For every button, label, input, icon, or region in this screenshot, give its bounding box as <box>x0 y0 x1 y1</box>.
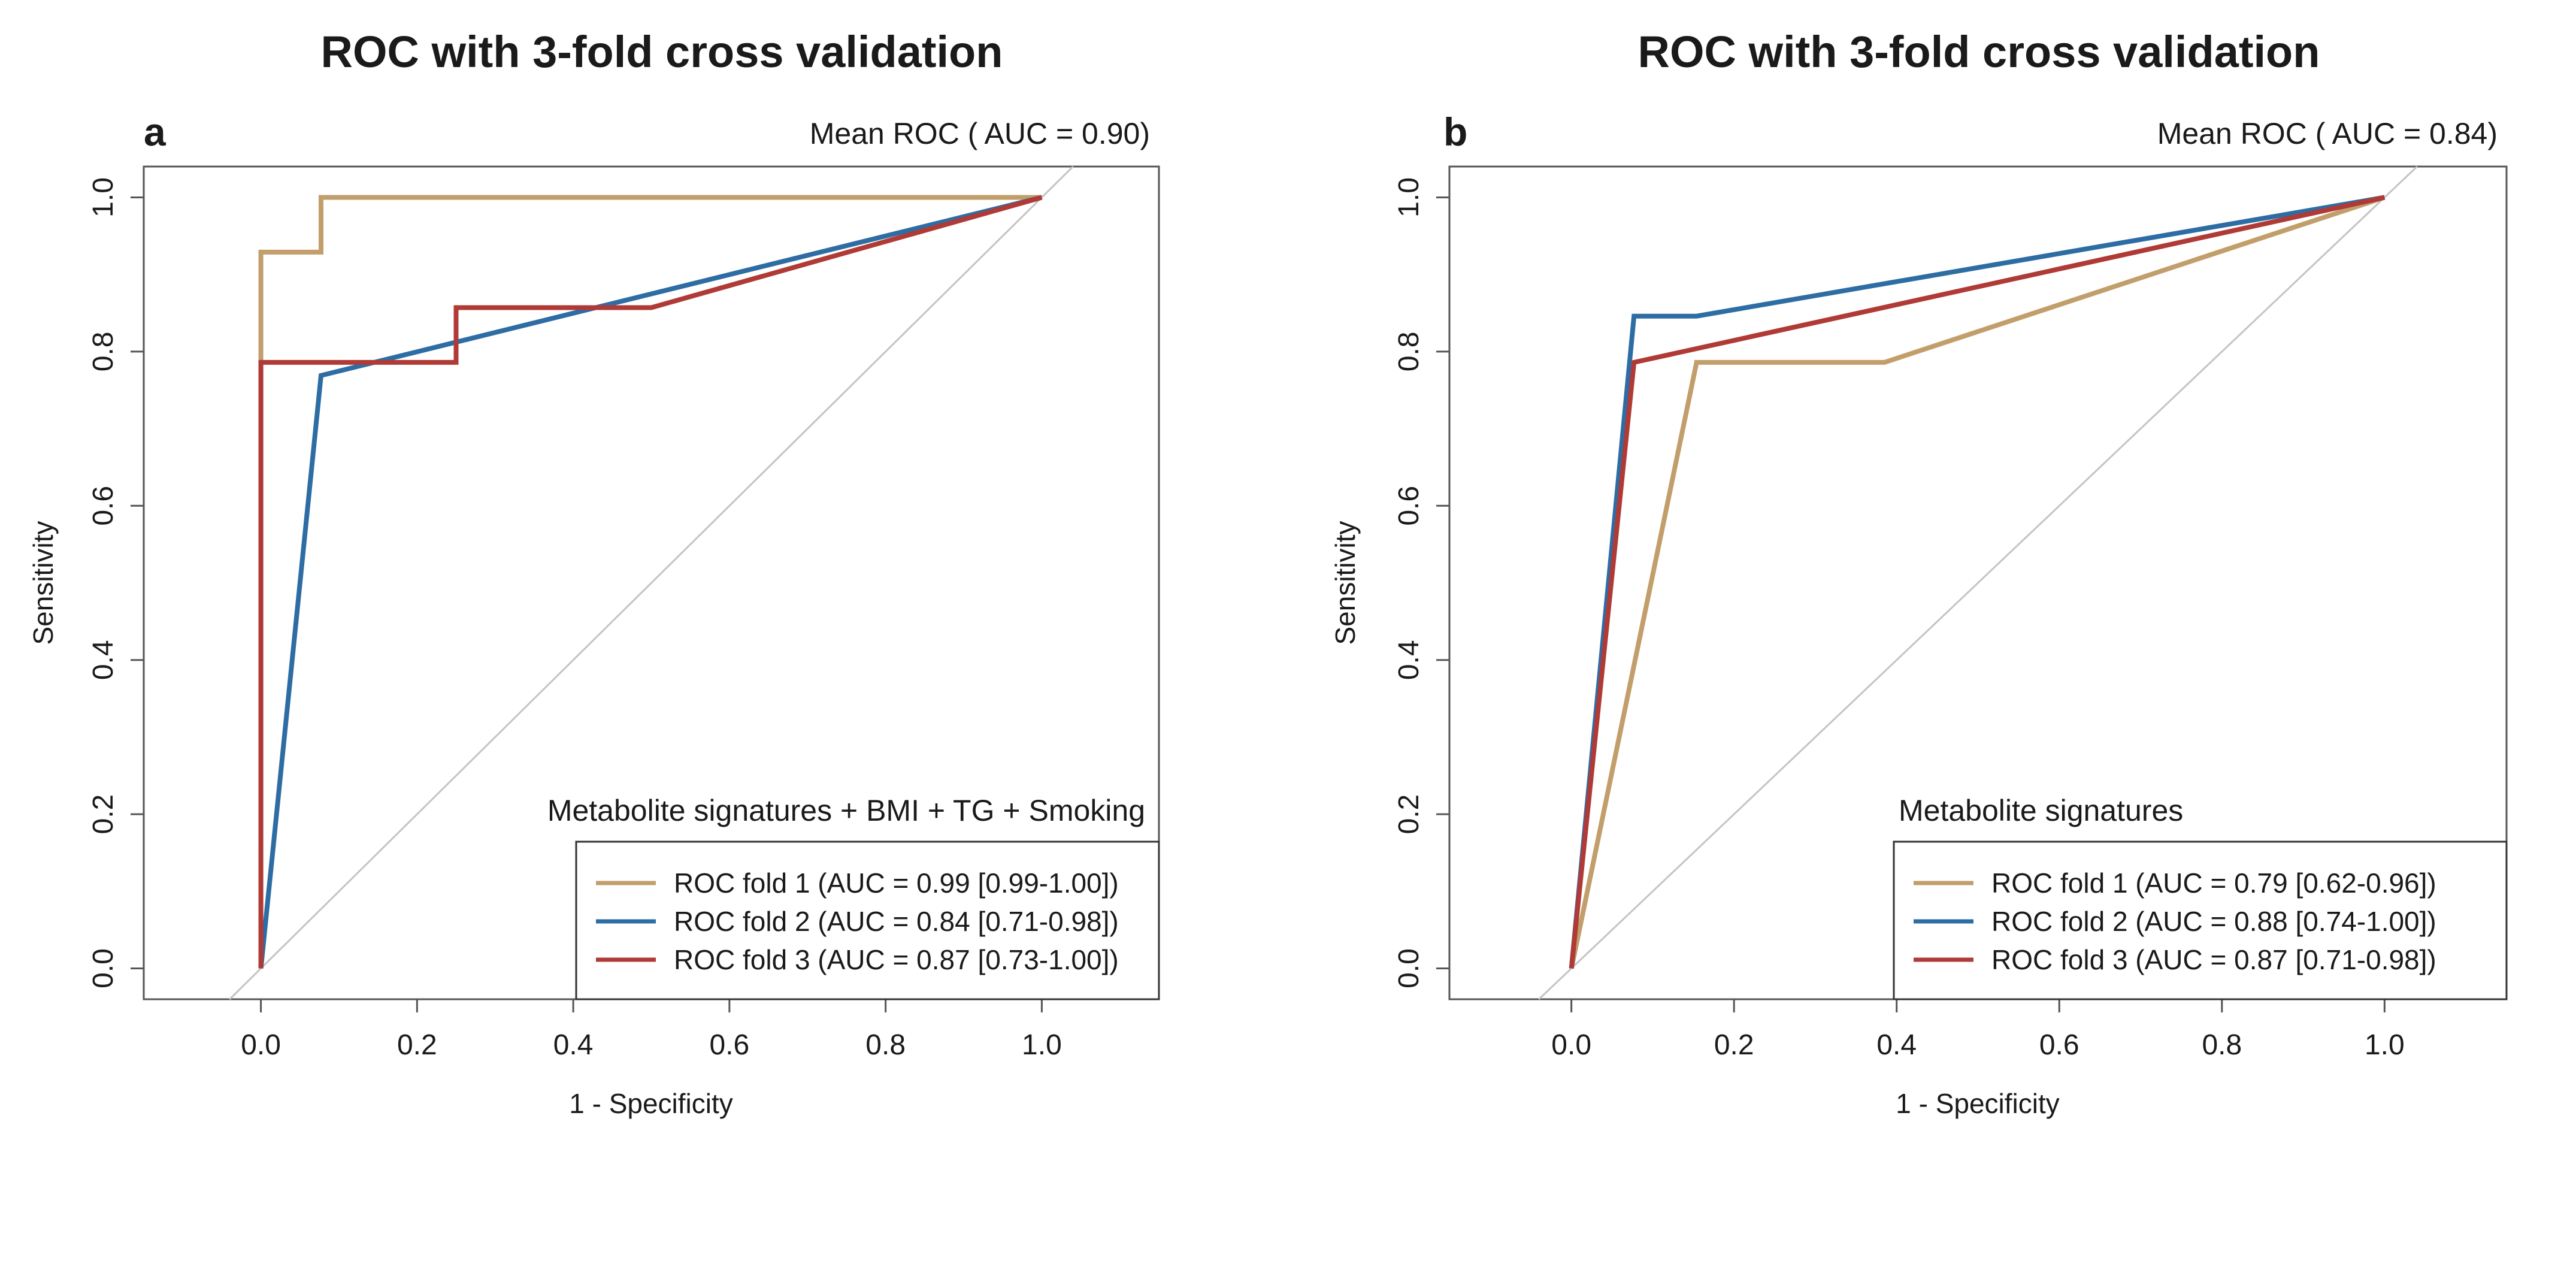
x-tick-label: 1.0 <box>1022 1029 1062 1061</box>
panel-a-mean-roc: Mean ROC ( AUC = 0.90) <box>810 117 1150 150</box>
panel-a-x-axis: 0.0 0.2 0.4 0.6 0.8 1.0 <box>241 998 1062 1061</box>
panel-b-y-axis: 0.0 0.2 0.4 0.6 0.8 1.0 <box>1393 177 1451 988</box>
x-tick-label: 0.2 <box>1714 1029 1754 1061</box>
y-tick-label: 0.6 <box>1393 486 1425 526</box>
panel-a-x-label: 1 - Specificity <box>569 1088 733 1119</box>
panel-b-x-axis: 0.0 0.2 0.4 0.6 0.8 1.0 <box>1551 998 2405 1061</box>
panel-b-legend: ROC fold 1 (AUC = 0.79 [0.62-0.96]) ROC … <box>1893 840 2508 1000</box>
x-tick-label: 0.4 <box>1876 1029 1917 1061</box>
x-tick-label: 0.0 <box>241 1029 281 1061</box>
panel-b-legend-box <box>1893 840 2508 1000</box>
legend-label-fold-1: ROC fold 1 (AUC = 0.79 [0.62-0.96]) <box>1991 867 2436 899</box>
panel-b-y-label: Sensitivity <box>1330 521 1361 645</box>
x-tick-label: 0.6 <box>2039 1029 2079 1061</box>
x-tick-label: 0.6 <box>710 1029 750 1061</box>
y-tick-label: 0.8 <box>87 332 119 372</box>
x-tick-label: 0.0 <box>1551 1029 1591 1061</box>
y-tick-label: 0.2 <box>87 794 119 835</box>
x-tick-label: 0.8 <box>865 1029 906 1061</box>
y-tick-label: 1.0 <box>1393 177 1425 217</box>
panel-b-title: ROC with 3-fold cross validation <box>1638 27 2320 77</box>
x-tick-label: 0.2 <box>397 1029 437 1061</box>
roc-curve-fold-3 <box>1569 195 2386 969</box>
panel-b-x-label: 1 - Specificity <box>1896 1088 2060 1119</box>
panel-a-legend-box <box>575 840 1160 1000</box>
panel-b-subtitle: Metabolite signatures <box>1899 794 2183 827</box>
panel-a-subtitle: Metabolite signatures + BMI + TG + Smoki… <box>547 794 1145 827</box>
panel-a-diagonal <box>229 165 1074 1000</box>
panel-a-letter: a <box>144 110 167 154</box>
x-tick-label: 0.8 <box>2202 1029 2242 1061</box>
legend-label-fold-2: ROC fold 2 (AUC = 0.84 [0.71-0.98]) <box>674 906 1119 937</box>
y-tick-label: 0.8 <box>1393 332 1425 372</box>
panel-a-curves <box>258 195 1043 969</box>
roc-curve-fold-3 <box>258 195 1043 969</box>
panel-a-title: ROC with 3-fold cross validation <box>321 27 1003 77</box>
roc-curve-fold-1 <box>1569 195 2386 969</box>
chance-diagonal-line <box>1538 165 2418 1000</box>
panel-b-diagonal <box>1538 165 2418 1000</box>
y-tick-label: 0.4 <box>1393 640 1425 680</box>
y-tick-label: 0.2 <box>1393 794 1425 835</box>
chance-diagonal-line <box>229 165 1074 1000</box>
y-tick-label: 0.4 <box>87 640 119 680</box>
x-tick-label: 0.4 <box>553 1029 594 1061</box>
y-tick-label: 1.0 <box>87 177 119 217</box>
roc-curve-fold-2 <box>258 195 1043 969</box>
y-tick-label: 0.6 <box>87 486 119 526</box>
legend-label-fold-3: ROC fold 3 (AUC = 0.87 [0.71-0.98]) <box>1991 944 2436 975</box>
legend-label-fold-3: ROC fold 3 (AUC = 0.87 [0.73-1.00]) <box>674 944 1119 975</box>
panel-b-letter: b <box>1443 110 1467 154</box>
panel-a-y-axis: 0.0 0.2 0.4 0.6 0.8 1.0 <box>87 177 145 988</box>
panel-b: ROC with 3-fold cross validation b Mean … <box>1330 27 2508 1119</box>
legend-label-fold-1: ROC fold 1 (AUC = 0.99 [0.99-1.00]) <box>674 867 1119 899</box>
panel-a-y-label: Sensitivity <box>28 521 59 645</box>
y-tick-label: 0.0 <box>1393 948 1425 988</box>
y-tick-label: 0.0 <box>87 948 119 988</box>
x-tick-label: 1.0 <box>2365 1029 2405 1061</box>
panel-a: ROC with 3-fold cross validation a Mean … <box>28 27 1160 1119</box>
panel-b-curves <box>1569 195 2386 969</box>
legend-label-fold-2: ROC fold 2 (AUC = 0.88 [0.74-1.00]) <box>1991 906 2436 937</box>
panel-b-mean-roc: Mean ROC ( AUC = 0.84) <box>2157 117 2498 150</box>
panel-a-legend: ROC fold 1 (AUC = 0.99 [0.99-1.00]) ROC … <box>575 840 1160 1000</box>
